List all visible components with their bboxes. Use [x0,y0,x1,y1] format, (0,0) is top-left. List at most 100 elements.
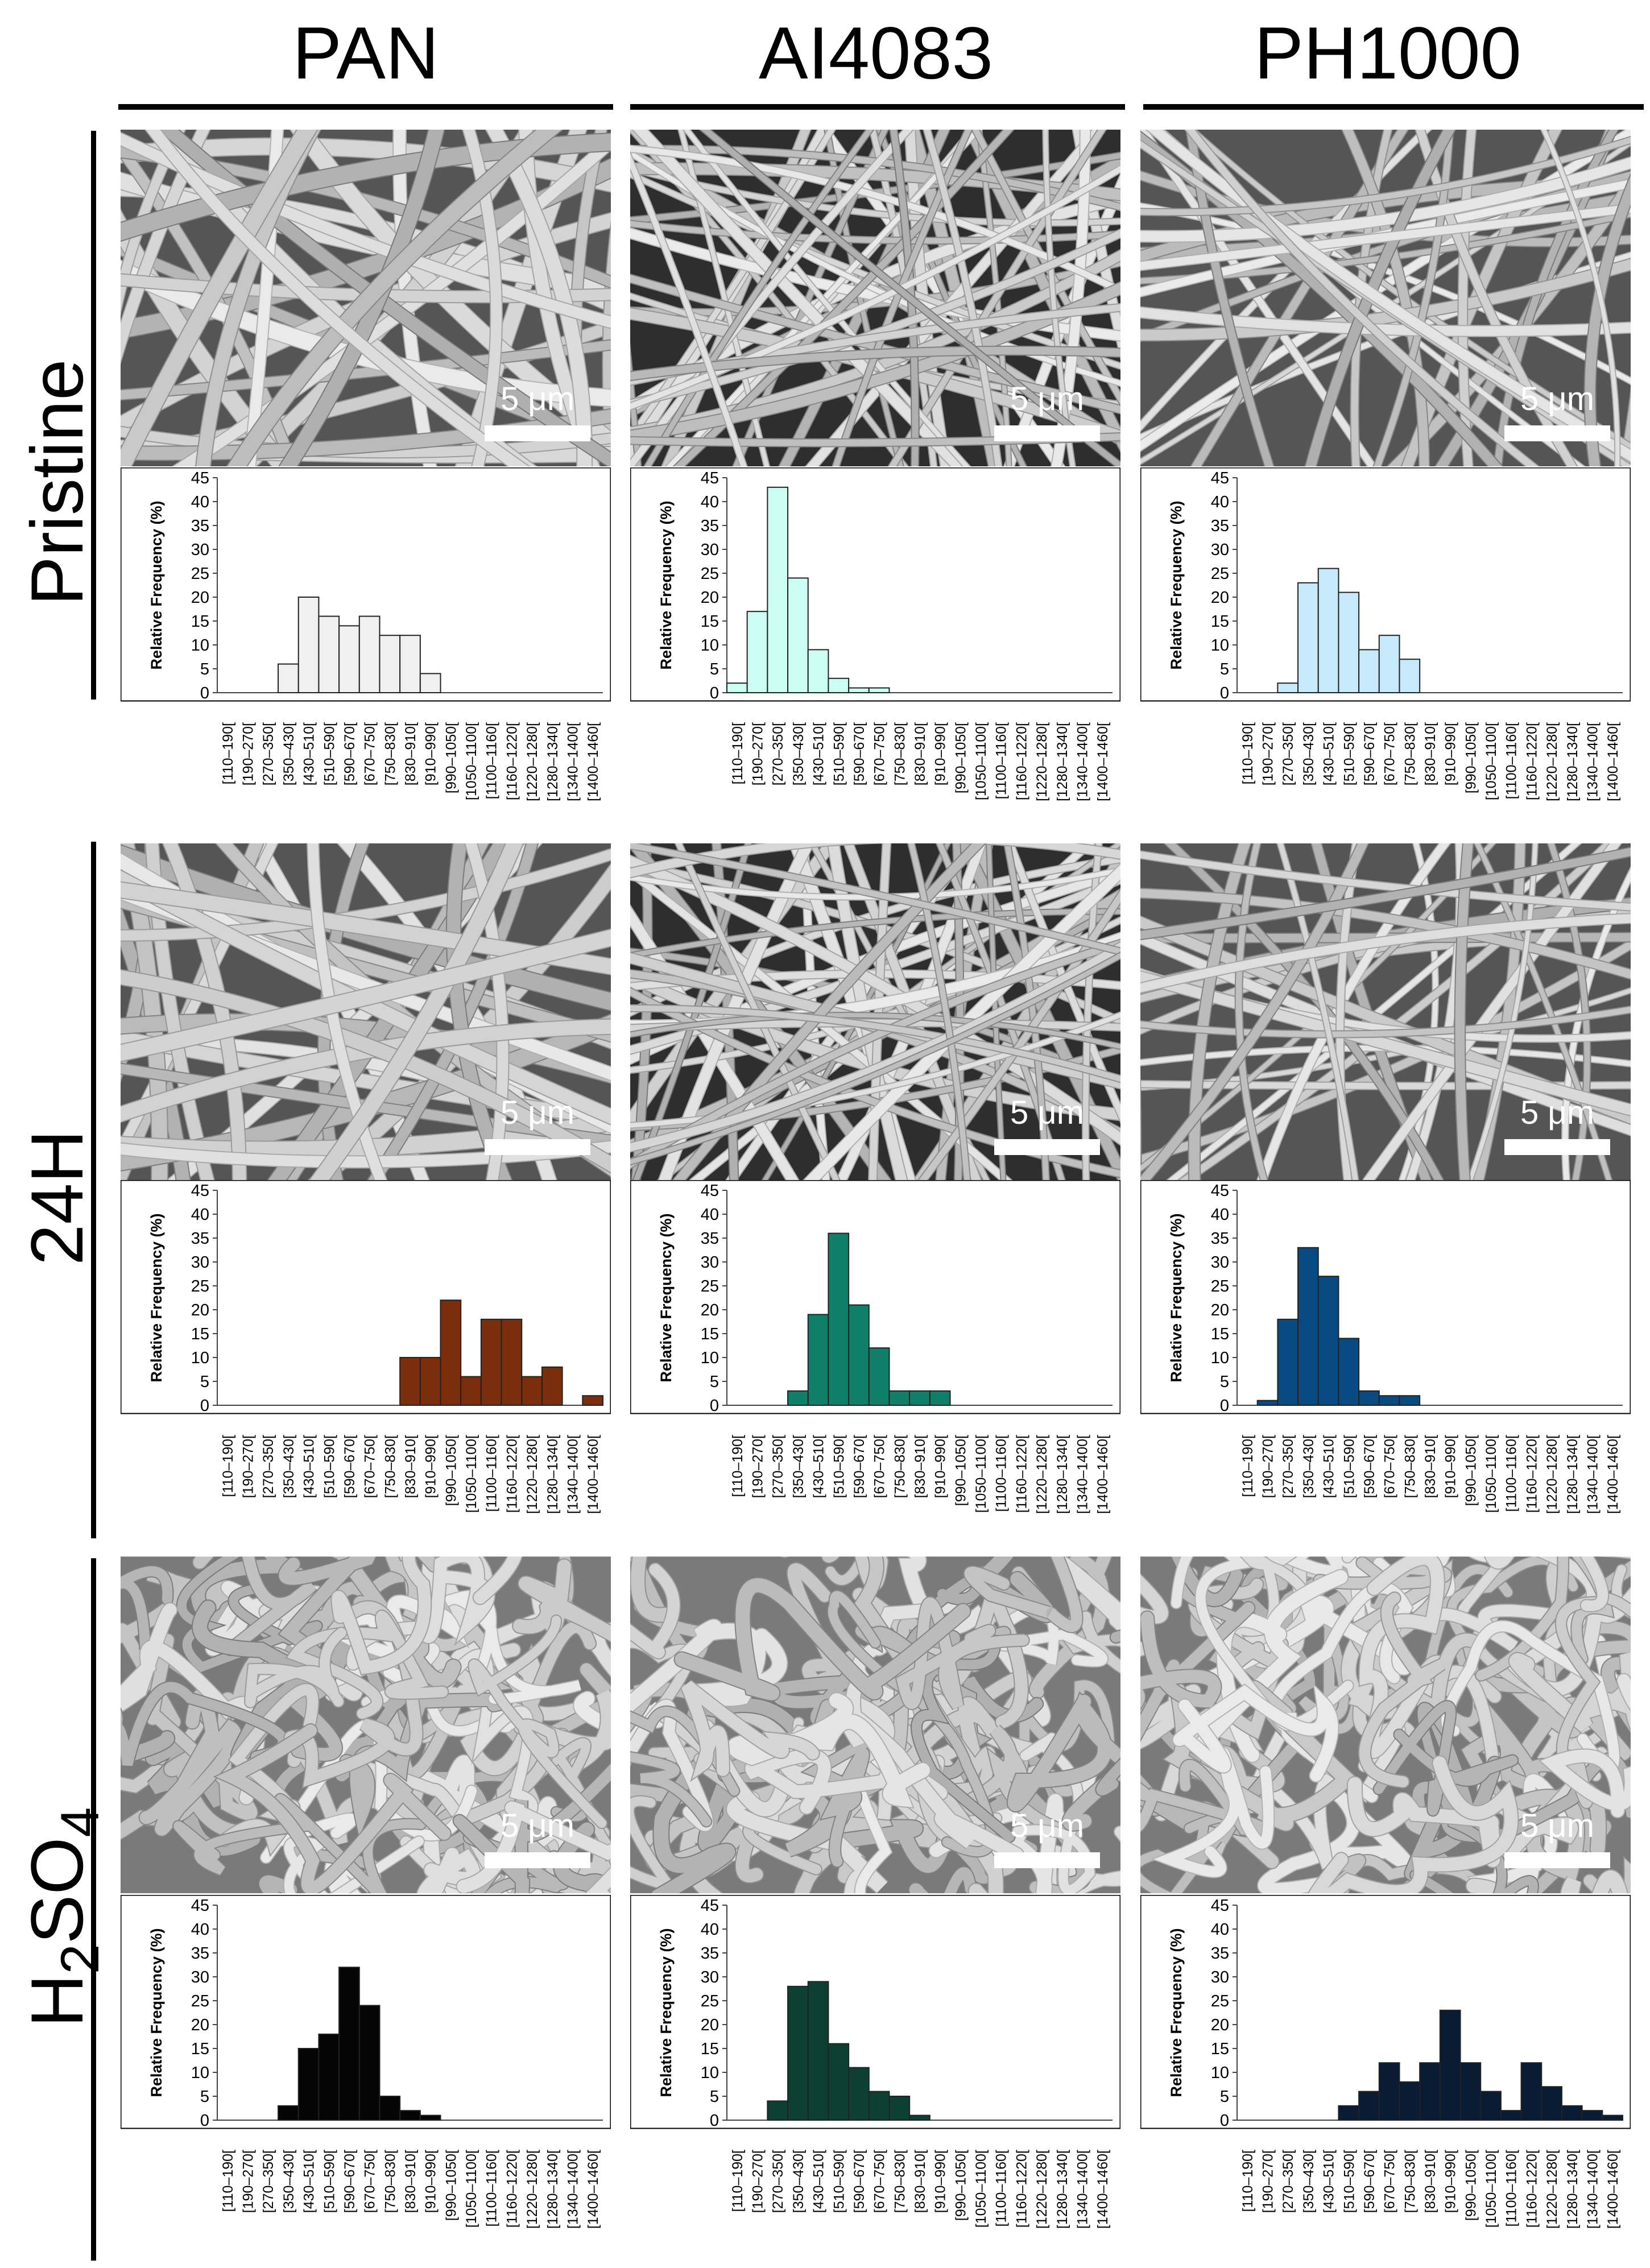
y-tick-label: 25 [1211,1992,1229,2010]
x-tick-label: [1220–1280[ [1544,2150,1560,2229]
y-tick-label: 40 [1211,1921,1229,1939]
histogram-h2so4-ph1000: 0 5 10 15 20 25 30 35 40 45 Relative Frequency (%)… [1140,1895,1631,2248]
x-tick-label: [750–830[ [1402,722,1418,785]
x-tick-label: [1400–1460[ [585,722,601,801]
x-tick-label: [750–830[ [382,2150,398,2213]
histogram-svg-h2so4-ph1000: 0 5 10 15 20 25 30 35 40 45 Relative Frequency (%)… [1140,1895,1631,2229]
x-tick-label: [670–750[ [362,722,378,785]
histogram-bar [338,625,360,693]
x-tick-label: [1100–1160[ [994,1435,1010,1512]
histogram-bar [521,1376,543,1406]
scale-bar [485,425,590,441]
x-tick-label: [510–590[ [831,1435,847,1498]
x-tick-label: [1280–1340[ [1054,1435,1070,1514]
y-tick-label: 45 [191,1182,209,1200]
row-title-pristine: Pristine [15,359,98,606]
x-tick-label: [830–910[ [1422,722,1438,785]
row-title-h2so4-sub2: 2 [50,1944,110,1975]
x-tick-label: [270–350[ [770,2150,786,2213]
y-tick-label: 20 [1211,1301,1229,1319]
x-tick-label: [1160–1220[ [504,1435,520,1513]
x-tick-label: [430–510[ [811,1435,827,1498]
y-tick-label: 35 [1211,1230,1229,1248]
x-tick-label: [1220–1280[ [1034,2150,1050,2229]
histogram-bar [1602,2114,1624,2121]
y-tick-label: 5 [200,2088,209,2106]
scale-bar-label: 5 μm [1520,1094,1595,1131]
x-tick-label: [590–670[ [1362,1435,1378,1498]
scale-bar [485,1852,590,1868]
histogram-bar [460,1376,482,1406]
column-title-pan: PAN [292,11,439,94]
x-tick-label: [910–990[ [423,2150,439,2213]
y-tick-label: 45 [701,469,719,487]
x-tick-label: [670–750[ [872,722,888,785]
histogram-bar [1439,2009,1461,2121]
x-tick-label: [350–430[ [1301,722,1317,785]
sem-fibers-pristine-pan [121,130,611,466]
histogram-bar [828,677,850,693]
sem-image-pristine-pan: 5 μm [121,130,611,466]
x-tick-label: [190–270[ [1260,722,1276,785]
y-tick-label: 35 [191,1944,209,1963]
y-tick-label: 20 [191,2016,209,2034]
histogram-bar [338,1967,360,2121]
y-tick-label: 5 [200,660,209,678]
scale-bar-label: 5 μm [1010,1807,1085,1844]
y-tick-label: 40 [191,493,209,511]
histogram-svg-pristine-ph1000: 0 5 10 15 20 25 30 35 40 45 Relative Frequency (%)… [1140,467,1631,801]
y-tick-label: 25 [191,1277,209,1296]
histogram-svg-h2so4-ai4083: 0 5 10 15 20 25 30 35 40 45 Relative Frequency (%)… [630,1895,1120,2229]
x-tick-label: [510–590[ [1341,1435,1357,1498]
y-tick-label: 35 [1211,1944,1229,1963]
histogram-bar [1561,2105,1583,2121]
y-tick-label: 30 [701,541,719,559]
y-tick-label: 30 [191,541,209,559]
histogram-bar [1338,2105,1360,2121]
x-tick-label: [1400–1460[ [1095,722,1111,801]
y-tick-label: 15 [701,612,719,631]
histogram-svg-24h-ph1000: 0 5 10 15 20 25 30 35 40 45 Relative Frequency (%)… [1140,1180,1631,1514]
y-tick-label: 45 [701,1182,719,1200]
column-title-ph1000: PH1000 [1254,11,1521,94]
y-tick-label: 40 [701,1921,719,1939]
x-tick-label: [270–350[ [260,2150,276,2213]
y-axis-label: Relative Frequency (%) [148,1213,165,1382]
sem-image-h2so4-ph1000: 5 μm [1140,1557,1631,1893]
x-tick-label: [830–910[ [403,722,419,785]
histogram-frame [630,467,1120,702]
x-tick-label: [110–190[ [1240,1435,1256,1497]
x-tick-label: [510–590[ [1341,722,1357,785]
histogram-bar [1297,582,1319,693]
x-tick-label: [990–1050[ [953,2150,969,2221]
histogram-bar [1358,649,1380,693]
histogram-bar [909,2114,931,2121]
x-tick-label: [270–350[ [260,1435,276,1498]
x-tick-label: [190–270[ [241,1435,257,1498]
x-tick-label: [1280–1340[ [1565,2150,1581,2229]
sem-image-h2so4-pan: 5 μm [121,1557,611,1893]
x-tick-label: [1220–1280[ [1544,1435,1560,1514]
column-rule-ai4083 [630,104,1125,110]
x-tick-label: [1400–1460[ [1095,2150,1111,2229]
x-tick-label: [1280–1340[ [545,722,561,801]
x-tick-label: [110–190[ [220,722,236,784]
scale-bar-label: 5 μm [1520,1807,1595,1844]
histogram-pristine-ph1000: 0 5 10 15 20 25 30 35 40 45 Relative Frequency (%)… [1140,467,1631,820]
x-tick-label: [1400–1460[ [1605,722,1621,801]
x-tick-label: [1220–1280[ [1034,1435,1050,1514]
row-title-h2so4-h: H [15,1974,98,2027]
y-tick-label: 25 [191,565,209,583]
x-tick-label: [670–750[ [1382,722,1398,785]
histogram-bar [1399,1395,1421,1406]
histogram-bar [1277,1318,1299,1406]
x-tick-label: [110–190[ [730,1435,746,1497]
x-tick-label: [430–510[ [301,1435,317,1498]
histogram-bar [297,2048,320,2121]
x-tick-label: [990–1050[ [1463,2150,1479,2221]
histogram-bar [1338,591,1360,693]
x-tick-label: [1160–1220[ [504,722,520,800]
histogram-bar [1378,635,1400,694]
scale-bar-label: 5 μm [500,1807,575,1844]
x-tick-label: [750–830[ [892,2150,908,2213]
